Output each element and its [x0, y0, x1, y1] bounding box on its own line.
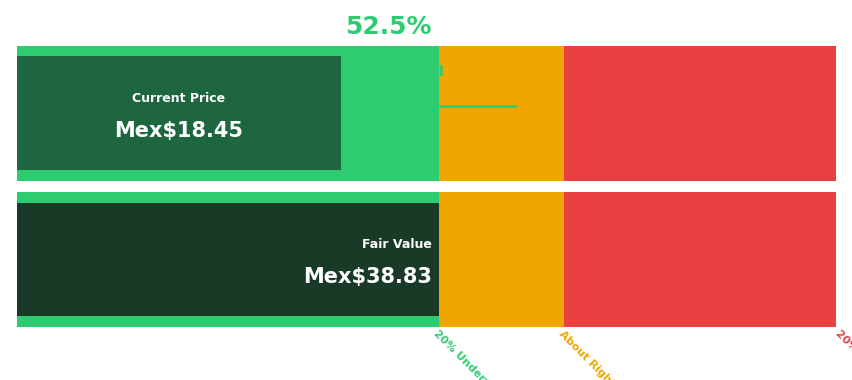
Bar	[17, 46, 438, 180]
Bar	[17, 56, 340, 170]
Bar	[438, 46, 563, 180]
Text: Mex$18.45: Mex$18.45	[114, 121, 243, 141]
Text: Fair Value: Fair Value	[361, 238, 431, 251]
Text: Current Price: Current Price	[132, 92, 225, 105]
Text: Undervalued: Undervalued	[344, 65, 444, 79]
Text: Mex$38.83: Mex$38.83	[302, 268, 431, 287]
Bar	[17, 203, 438, 316]
Bar	[563, 192, 835, 327]
Text: 20% Undervalued: 20% Undervalued	[431, 329, 515, 380]
Bar	[17, 192, 438, 327]
Bar	[563, 46, 835, 180]
Bar	[438, 192, 563, 327]
Text: 52.5%: 52.5%	[344, 15, 431, 39]
Text: About Right: About Right	[556, 329, 616, 380]
Text: 20% Overvalued: 20% Overvalued	[832, 329, 852, 380]
